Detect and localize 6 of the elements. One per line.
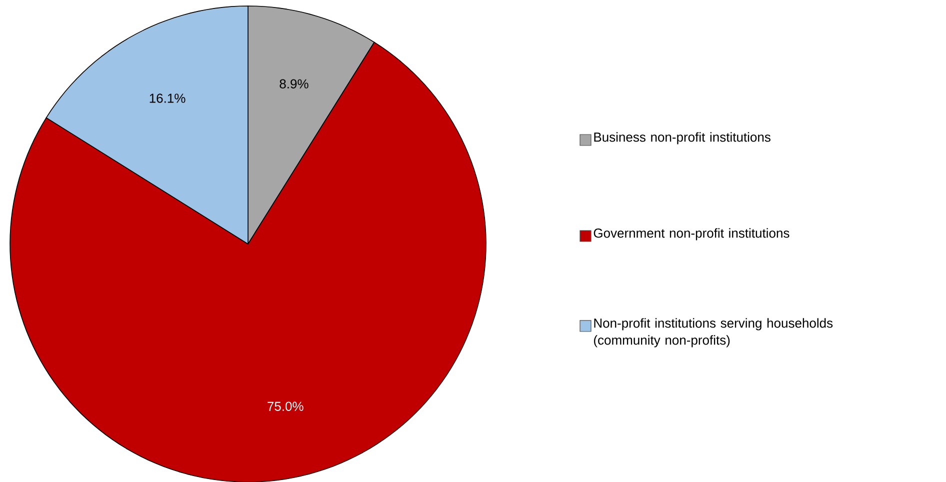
data-label: 75.0%: [268, 402, 304, 411]
data-label: 8.9%: [280, 79, 308, 88]
legend-label: Non-profit institutions serving households (community non-profits): [594, 318, 833, 348]
legend-label: Business non-profit institutions: [594, 132, 770, 144]
legend-label: Government non-profit institutions: [594, 228, 790, 240]
data-label: 16.1%: [150, 94, 186, 103]
